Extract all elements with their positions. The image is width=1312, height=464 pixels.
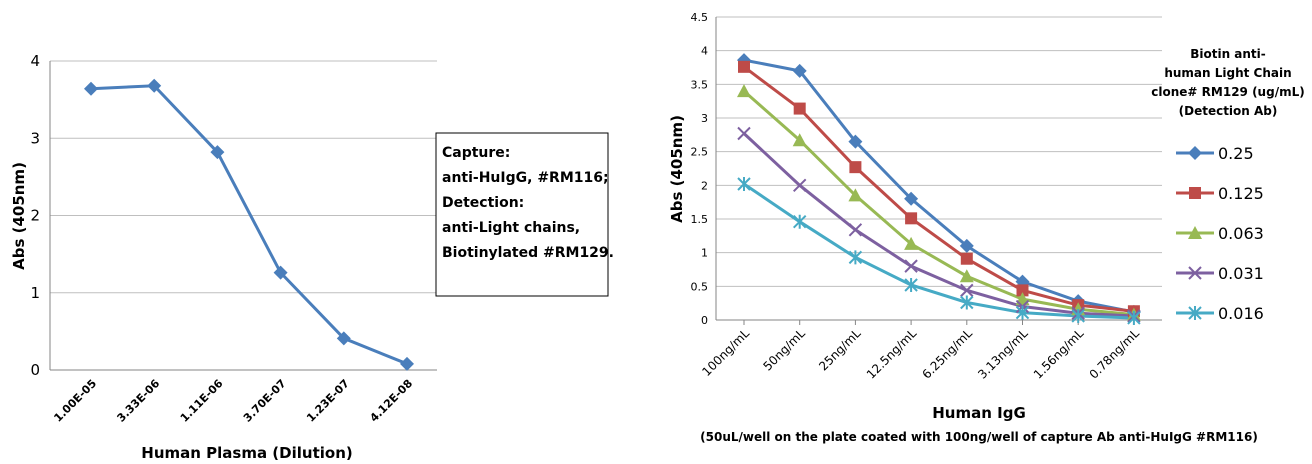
data-point xyxy=(792,214,807,229)
x-tick-label: 0.78ng/mL xyxy=(1087,326,1143,382)
x-tick-label: 25ng/mL xyxy=(816,326,864,374)
data-point xyxy=(1016,284,1029,297)
data-point xyxy=(1015,305,1030,320)
legend-marker xyxy=(1189,187,1201,199)
annotation-line: anti-HuIgG, #RM116; xyxy=(442,170,609,186)
x-tick-label: 1.11E-06 xyxy=(178,377,226,425)
legend-title-line: Biotin anti- xyxy=(1190,47,1266,61)
legend-label: 0.125 xyxy=(1218,184,1264,203)
data-point xyxy=(904,236,919,250)
y-tick-label: 4 xyxy=(701,45,708,58)
data-point xyxy=(210,145,225,160)
data-point xyxy=(84,81,98,96)
data-point xyxy=(792,178,807,193)
x-tick-label: 50ng/mL xyxy=(761,326,809,374)
legend-label: 0.25 xyxy=(1218,144,1254,163)
data-point xyxy=(793,102,806,115)
y-tick-label: 0 xyxy=(701,314,708,327)
right-chart-xlabel: Human IgG xyxy=(932,404,1026,422)
data-point xyxy=(273,265,288,280)
x-tick-label: 100ng/mL xyxy=(699,326,752,379)
y-tick-label: 1.5 xyxy=(691,213,709,226)
data-point xyxy=(848,250,863,265)
data-point xyxy=(960,252,973,265)
data-point xyxy=(336,331,351,346)
x-tick-label: 3.33E-06 xyxy=(115,377,163,425)
legend-title-line: clone# RM129 (ug/mL) xyxy=(1151,85,1304,99)
y-tick-label: 0 xyxy=(30,361,40,379)
y-tick-label: 0.5 xyxy=(691,280,709,293)
data-point xyxy=(959,238,974,253)
legend-label: 0.031 xyxy=(1218,264,1264,283)
data-point xyxy=(960,283,974,298)
data-point xyxy=(904,191,919,206)
data-point xyxy=(737,126,751,141)
data-point xyxy=(1071,308,1085,323)
data-point xyxy=(848,134,863,149)
data-point xyxy=(849,161,862,174)
legend-title-line: (Detection Ab) xyxy=(1179,104,1278,118)
series-line xyxy=(743,65,1135,313)
y-tick-label: 3.5 xyxy=(691,78,709,91)
data-point xyxy=(1127,310,1141,325)
left-chart-ylabel: Abs (405nm) xyxy=(10,162,28,270)
annotation-line: Capture: xyxy=(442,145,510,161)
data-point xyxy=(960,295,974,310)
y-tick-label: 4.5 xyxy=(691,11,709,24)
x-tick-label: 6.25ng/mL xyxy=(920,326,976,382)
x-tick-label: 3.13ng/mL xyxy=(975,326,1031,382)
series-line xyxy=(743,58,1135,314)
x-tick-label: 1.56ng/mL xyxy=(1031,326,1087,382)
right-chart-xsublabel: (50uL/well on the plate coated with 100n… xyxy=(700,430,1258,444)
annotation-line: anti-Light chains, xyxy=(442,220,580,236)
x-tick-label: 3.70E-07 xyxy=(241,377,289,425)
legend-marker xyxy=(1188,306,1202,320)
data-point xyxy=(792,63,807,78)
legend-label: 0.063 xyxy=(1218,224,1264,243)
right-chart: 0 0.5 1 1.5 2 2.5 3 3.5 4 4.5 100ng/mL 50ng/mL 25ng… xyxy=(668,11,1258,444)
data-point xyxy=(959,269,974,283)
data-point xyxy=(792,133,807,147)
annotation-box: Capture: anti-HuIgG, #RM116; Detection: … xyxy=(435,132,614,297)
y-tick-label: 2 xyxy=(701,179,708,192)
y-tick-label: 2.5 xyxy=(691,146,709,159)
legend-marker xyxy=(1188,266,1202,280)
data-point xyxy=(848,223,863,237)
data-point xyxy=(737,176,751,191)
data-point xyxy=(905,212,918,225)
data-point xyxy=(400,356,414,371)
data-point xyxy=(147,78,162,93)
right-chart-ylabel: Abs (405nm) xyxy=(668,115,686,223)
y-tick-label: 3 xyxy=(30,129,40,147)
legend-label: 0.016 xyxy=(1218,304,1264,323)
data-point xyxy=(904,259,918,273)
series-line xyxy=(90,84,408,366)
x-tick-label: 12.5ng/mL xyxy=(864,326,920,382)
x-tick-label: 1.23E-07 xyxy=(304,377,352,425)
series-line xyxy=(743,89,1135,317)
y-tick-label: 1 xyxy=(701,247,708,260)
y-tick-label: 4 xyxy=(30,52,40,70)
y-tick-label: 1 xyxy=(30,284,40,302)
annotation-line: Detection: xyxy=(442,195,524,211)
left-chart: 0 1 2 3 4 1.00E-05 3.33E-06 1.11E-06 3.70E-07 1.… xyxy=(10,52,437,462)
data-point xyxy=(848,188,863,202)
legend-marker xyxy=(1188,226,1202,239)
data-point xyxy=(904,277,918,292)
left-chart-xlabel: Human Plasma (Dilution) xyxy=(141,444,352,462)
legend-marker xyxy=(1188,146,1202,160)
annotation-line: Biotinylated #RM129. xyxy=(442,245,614,261)
series-line xyxy=(743,182,1134,320)
legend: Biotin anti- human Light Chain clone# RM… xyxy=(1151,47,1304,323)
y-tick-label: 3 xyxy=(701,112,708,125)
data-point xyxy=(737,84,751,98)
data-point xyxy=(738,60,750,73)
x-tick-label: 1.00E-05 xyxy=(51,377,99,425)
y-tick-label: 2 xyxy=(30,207,40,225)
legend-title-line: human Light Chain xyxy=(1164,66,1291,80)
series-line xyxy=(742,132,1134,318)
x-tick-label: 4.12E-08 xyxy=(367,377,415,425)
